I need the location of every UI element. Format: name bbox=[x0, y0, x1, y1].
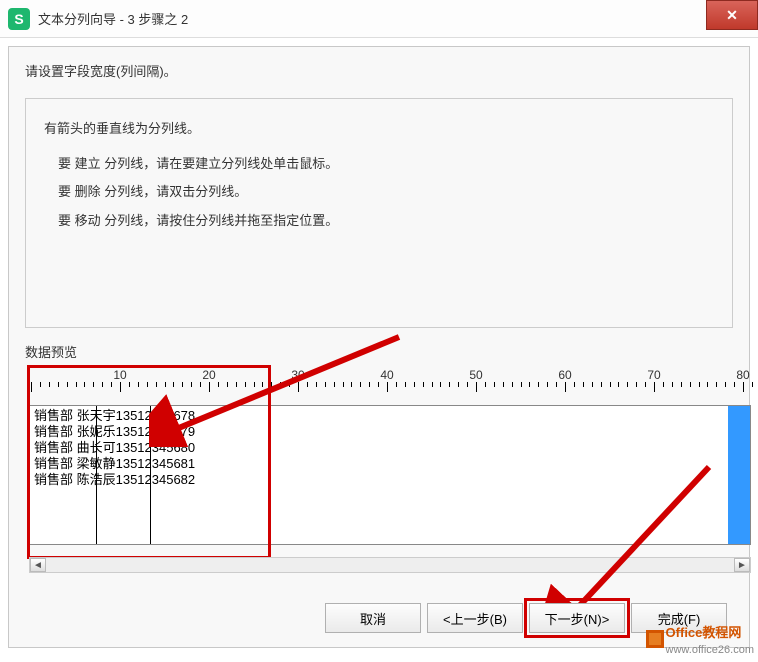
data-grid[interactable]: 销售部 张天宇13512345678销售部 张妮乐13512345679销售部 … bbox=[29, 405, 751, 545]
office-logo-icon bbox=[644, 628, 666, 650]
ruler-mark: 60 bbox=[558, 368, 571, 382]
help-line-1: 要 建立 分列线，请在要建立分列线处单击鼠标。 bbox=[58, 150, 714, 179]
data-row: 销售部 曲长可13512345680 bbox=[34, 440, 746, 456]
help-line-3: 要 移动 分列线，请按住分列线并拖至指定位置。 bbox=[58, 207, 714, 236]
window-title: 文本分列向导 - 3 步骤之 2 bbox=[38, 9, 188, 28]
ruler-mark: 10 bbox=[113, 368, 126, 382]
instruction-text: 请设置字段宽度(列间隔)。 bbox=[25, 61, 733, 80]
ruler-mark: 30 bbox=[291, 368, 304, 382]
scroll-right-icon[interactable]: ► bbox=[734, 558, 750, 572]
ruler-mark: 20 bbox=[202, 368, 215, 382]
next-button[interactable]: 下一步(N)> bbox=[529, 603, 625, 633]
data-row: 销售部 陈浩辰13512345682 bbox=[34, 472, 746, 488]
help-box: 有箭头的垂直线为分列线。 要 建立 分列线，请在要建立分列线处单击鼠标。 要 删… bbox=[25, 98, 733, 328]
preview-area: 1020304050607080 销售部 张天宇13512345678销售部 张… bbox=[25, 367, 733, 557]
help-title: 有箭头的垂直线为分列线。 bbox=[44, 115, 714, 144]
help-line-2: 要 删除 分列线，请双击分列线。 bbox=[58, 178, 714, 207]
preview-label: 数据预览 bbox=[25, 342, 733, 361]
ruler-mark: 70 bbox=[647, 368, 660, 382]
watermark-url: www.office26.com bbox=[666, 644, 754, 656]
watermark-brand: Office教程网 bbox=[666, 625, 742, 640]
break-line[interactable] bbox=[150, 406, 151, 544]
titlebar: S 文本分列向导 - 3 步骤之 2 bbox=[0, 0, 758, 38]
ruler-mark: 50 bbox=[469, 368, 482, 382]
watermark: Office教程网 www.office26.com bbox=[644, 622, 754, 656]
data-row: 销售部 张妮乐13512345679 bbox=[34, 424, 746, 440]
ruler-mark: 40 bbox=[380, 368, 393, 382]
horizontal-scrollbar[interactable]: ◄ ► bbox=[29, 557, 751, 573]
app-icon: S bbox=[8, 8, 30, 30]
dialog-content: 请设置字段宽度(列间隔)。 有箭头的垂直线为分列线。 要 建立 分列线，请在要建… bbox=[8, 46, 750, 648]
cancel-button[interactable]: 取消 bbox=[325, 603, 421, 633]
scroll-left-icon[interactable]: ◄ bbox=[30, 558, 46, 572]
data-row: 销售部 梁敏静13512345681 bbox=[34, 456, 746, 472]
prev-button[interactable]: <上一步(B) bbox=[427, 603, 523, 633]
selection-column bbox=[728, 406, 750, 544]
ruler[interactable]: 1020304050607080 bbox=[31, 382, 731, 406]
close-button[interactable]: ✕ bbox=[706, 0, 758, 30]
break-line[interactable] bbox=[96, 406, 97, 544]
ruler-mark: 80 bbox=[736, 368, 749, 382]
data-row: 销售部 张天宇13512345678 bbox=[34, 408, 746, 424]
